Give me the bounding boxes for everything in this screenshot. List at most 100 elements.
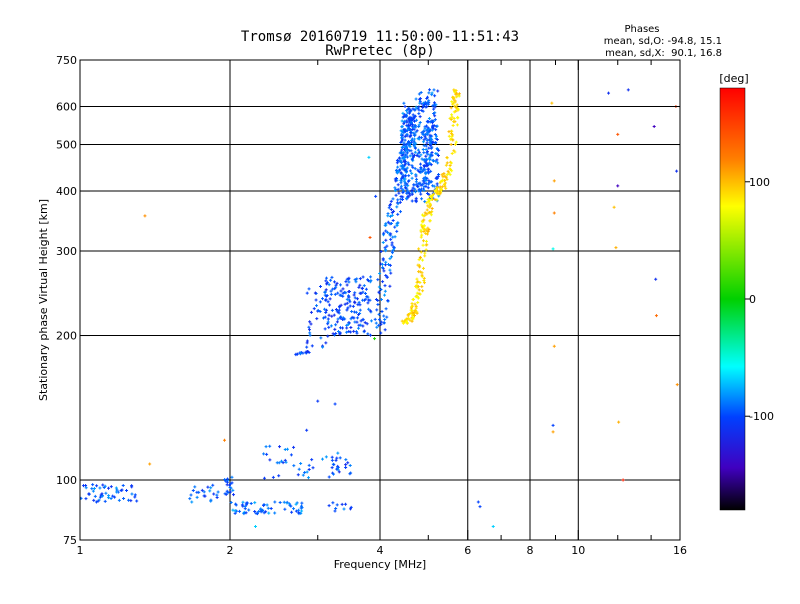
echo-point <box>404 317 408 321</box>
echo-point <box>402 168 406 172</box>
echo-point <box>432 88 436 92</box>
echo-point <box>264 445 268 449</box>
echo-point <box>338 456 342 460</box>
echo-point <box>402 157 406 161</box>
echo-point <box>432 184 436 188</box>
echo-point <box>428 88 432 92</box>
echo-point <box>412 153 416 157</box>
echo-point <box>385 244 389 248</box>
echo-point <box>422 181 426 185</box>
echo-point <box>419 162 423 166</box>
echo-point <box>401 165 405 169</box>
chart-subtitle: RwPretec (8p) <box>325 43 435 59</box>
echo-point <box>396 198 400 202</box>
echo-point <box>607 91 611 95</box>
echo-point <box>417 105 421 109</box>
echo-point <box>352 310 356 314</box>
echo-point <box>491 525 495 529</box>
echo-point <box>358 283 362 287</box>
echo-point <box>275 461 279 465</box>
echo-point <box>114 486 118 490</box>
echo-point <box>354 330 358 334</box>
echo-point <box>402 141 406 145</box>
echo-point <box>429 213 433 217</box>
echo-point <box>336 466 340 470</box>
echo-point <box>341 294 345 298</box>
echo-point <box>396 183 400 187</box>
echo-point <box>389 208 393 212</box>
echo-point <box>420 131 424 135</box>
echo-point <box>428 133 432 137</box>
echo-point <box>387 263 391 267</box>
echo-point <box>357 300 361 304</box>
echo-point <box>401 321 405 325</box>
echo-point <box>422 214 426 218</box>
echo-point <box>419 250 423 254</box>
echo-point <box>451 123 455 127</box>
echo-point <box>403 183 407 187</box>
echo-point <box>448 164 452 168</box>
echo-point <box>93 494 97 498</box>
echo-point <box>377 323 381 327</box>
echo-point <box>552 211 556 215</box>
echo-point <box>327 313 331 317</box>
echo-point <box>347 329 351 333</box>
echo-point <box>366 332 370 336</box>
echo-point <box>305 428 309 432</box>
echo-point <box>368 280 372 284</box>
echo-point <box>427 146 431 150</box>
echo-point <box>262 511 266 515</box>
echo-point <box>332 463 336 467</box>
echo-point <box>244 503 248 507</box>
echo-point <box>427 91 431 95</box>
echo-point <box>346 322 350 326</box>
echo-point <box>423 227 427 231</box>
echo-point <box>215 496 219 500</box>
echo-point <box>616 132 620 136</box>
echo-point <box>203 494 207 498</box>
echo-point <box>420 233 424 237</box>
echo-point <box>300 509 304 513</box>
echo-point <box>420 197 424 201</box>
echo-point <box>98 486 102 490</box>
echo-point <box>420 225 424 229</box>
echo-point <box>414 125 418 129</box>
echo-point <box>421 266 425 270</box>
echo-point <box>294 353 298 357</box>
echo-point <box>329 324 333 328</box>
echo-point <box>336 310 340 314</box>
echo-point <box>449 167 453 171</box>
echo-point <box>417 112 421 116</box>
echo-point <box>413 119 417 123</box>
echo-point <box>388 268 392 272</box>
echo-point <box>436 153 440 157</box>
echo-point <box>429 169 433 173</box>
echo-point <box>325 282 329 286</box>
echo-point <box>342 507 346 511</box>
echo-point <box>324 288 328 292</box>
echo-point <box>421 243 425 247</box>
echo-point <box>416 168 420 172</box>
echo-point <box>437 172 441 176</box>
echo-point <box>405 155 409 159</box>
echo-point <box>379 298 383 302</box>
echo-point <box>442 171 446 175</box>
echo-point <box>413 309 417 313</box>
echo-point <box>386 220 390 224</box>
echo-point <box>448 173 452 177</box>
echo-point <box>428 194 432 198</box>
echo-point <box>393 189 397 193</box>
echo-point <box>423 200 427 204</box>
echo-point <box>113 495 117 499</box>
echo-point <box>355 331 359 335</box>
echo-point <box>401 188 405 192</box>
echo-point <box>267 511 271 515</box>
echo-point <box>407 316 411 320</box>
echo-point <box>416 148 420 152</box>
echo-point <box>411 113 415 117</box>
echo-point <box>417 258 421 262</box>
echo-point <box>395 205 399 209</box>
echo-point <box>435 192 439 196</box>
echo-point <box>231 508 235 512</box>
echo-point <box>288 502 292 506</box>
